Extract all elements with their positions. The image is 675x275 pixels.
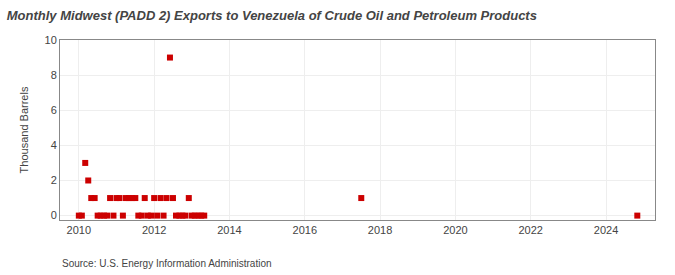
svg-text:Thousand Barrels: Thousand Barrels xyxy=(18,86,30,173)
svg-text:2012: 2012 xyxy=(142,224,166,236)
svg-text:4: 4 xyxy=(51,139,57,151)
svg-text:2018: 2018 xyxy=(368,224,392,236)
svg-text:Source: U.S. Energy Informatio: Source: U.S. Energy Information Administ… xyxy=(62,258,272,269)
svg-text:6: 6 xyxy=(51,104,57,116)
svg-text:2016: 2016 xyxy=(293,224,317,236)
svg-text:2024: 2024 xyxy=(594,224,618,236)
svg-text:2014: 2014 xyxy=(217,224,241,236)
svg-text:10: 10 xyxy=(45,34,57,46)
svg-text:2010: 2010 xyxy=(67,224,91,236)
svg-text:2020: 2020 xyxy=(443,224,467,236)
svg-text:Monthly Midwest (PADD 2) Expor: Monthly Midwest (PADD 2) Exports to Vene… xyxy=(7,8,537,23)
svg-text:2022: 2022 xyxy=(518,224,542,236)
svg-text:0: 0 xyxy=(51,209,57,221)
svg-text:8: 8 xyxy=(51,69,57,81)
svg-text:2: 2 xyxy=(51,174,57,186)
